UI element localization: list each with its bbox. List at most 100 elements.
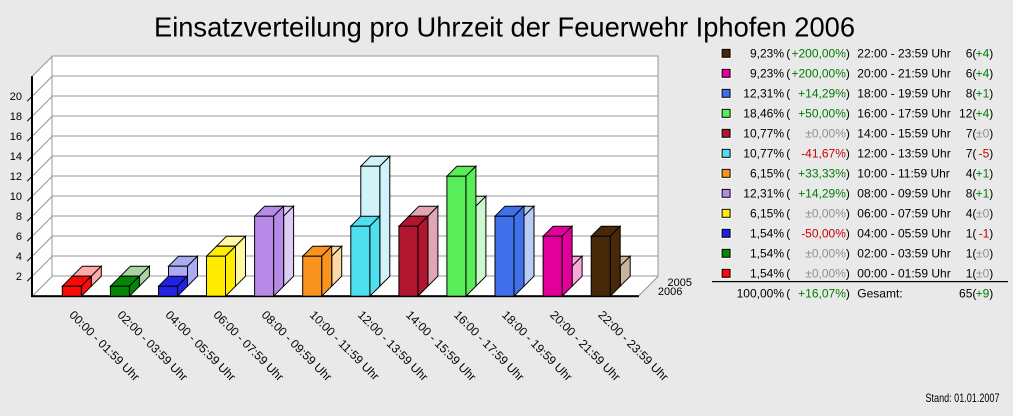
svg-text:6: 6 (966, 47, 973, 61)
svg-text:02:00 - 03:59 Uhr: 02:00 - 03:59 Uhr (857, 247, 950, 261)
svg-text:6,15%: 6,15% (750, 167, 784, 181)
svg-text:+4: +4 (976, 47, 990, 61)
svg-text:12,31%: 12,31% (743, 87, 784, 101)
svg-text:): ) (989, 227, 993, 241)
svg-text:(: ( (786, 107, 790, 121)
svg-text:10:00 - 11:59 Uhr: 10:00 - 11:59 Uhr (857, 167, 950, 181)
svg-text:): ) (846, 87, 850, 101)
svg-text:8: 8 (16, 211, 22, 223)
svg-text:1: 1 (966, 247, 973, 261)
svg-text:(: ( (972, 167, 976, 181)
svg-text:9,23%: 9,23% (750, 47, 784, 61)
svg-text:(: ( (972, 227, 976, 241)
svg-text:(: ( (786, 47, 790, 61)
svg-text:20: 20 (10, 91, 22, 103)
svg-text:(: ( (972, 207, 976, 221)
svg-text:(: ( (972, 107, 976, 121)
svg-text:+33,33%: +33,33% (798, 167, 846, 181)
svg-text:): ) (989, 107, 993, 121)
svg-text:(: ( (786, 87, 790, 101)
svg-text:14: 14 (10, 151, 22, 163)
svg-text:): ) (846, 187, 850, 201)
svg-text:22:00 - 23:59 Uhr: 22:00 - 23:59 Uhr (857, 47, 950, 61)
svg-text:2005: 2005 (668, 277, 692, 289)
svg-text:): ) (989, 127, 993, 141)
svg-text:Gesamt:: Gesamt: (857, 287, 902, 301)
svg-text:+200,00%: +200,00% (792, 47, 847, 61)
svg-text:+200,00%: +200,00% (792, 67, 847, 81)
svg-text:-41,67%: -41,67% (801, 147, 846, 161)
svg-text:): ) (989, 267, 993, 281)
svg-text:4: 4 (966, 207, 973, 221)
svg-text:(: ( (972, 267, 976, 281)
svg-text:(: ( (972, 287, 976, 301)
svg-text:): ) (846, 127, 850, 141)
svg-text:): ) (846, 267, 850, 281)
svg-text:18:00 - 19:59 Uhr: 18:00 - 19:59 Uhr (857, 87, 950, 101)
svg-text:±0: ±0 (976, 267, 990, 281)
svg-text:(: ( (786, 247, 790, 261)
svg-text:16:00 - 17:59 Uhr: 16:00 - 17:59 Uhr (857, 107, 950, 121)
svg-text:18,46%: 18,46% (743, 107, 784, 121)
svg-text:(: ( (972, 67, 976, 81)
svg-text:(: ( (972, 47, 976, 61)
svg-text:±0,00%: ±0,00% (805, 207, 846, 221)
svg-text:+1: +1 (976, 87, 990, 101)
svg-text:7: 7 (966, 147, 973, 161)
svg-text:): ) (989, 147, 993, 161)
svg-text:2006: 2006 (658, 286, 682, 298)
svg-text:8: 8 (966, 87, 973, 101)
svg-text:12: 12 (959, 107, 973, 121)
svg-text:±0: ±0 (976, 247, 990, 261)
svg-text:18: 18 (10, 111, 22, 123)
svg-text:(: ( (972, 147, 976, 161)
svg-text:): ) (846, 287, 850, 301)
svg-text:): ) (846, 167, 850, 181)
svg-text:6: 6 (966, 67, 973, 81)
svg-text:(: ( (786, 147, 790, 161)
svg-text:+1: +1 (976, 187, 990, 201)
svg-text:): ) (846, 147, 850, 161)
svg-text:): ) (989, 167, 993, 181)
svg-text:-1: -1 (979, 227, 990, 241)
svg-text:(: ( (786, 127, 790, 141)
svg-text:-5: -5 (979, 147, 990, 161)
svg-text:9,23%: 9,23% (750, 67, 784, 81)
svg-text:): ) (989, 67, 993, 81)
svg-text:): ) (846, 227, 850, 241)
svg-text:6: 6 (16, 231, 22, 243)
svg-text:1,54%: 1,54% (750, 247, 784, 261)
svg-text:1,54%: 1,54% (750, 267, 784, 281)
svg-text:7: 7 (966, 127, 973, 141)
svg-text:+9: +9 (976, 287, 990, 301)
svg-text:Stand: 01.01.2007: Stand: 01.01.2007 (926, 391, 1000, 405)
svg-text:2: 2 (16, 271, 22, 283)
svg-text:10: 10 (10, 191, 22, 203)
svg-text:): ) (989, 187, 993, 201)
svg-text:±0,00%: ±0,00% (805, 267, 846, 281)
svg-text:10,77%: 10,77% (743, 147, 784, 161)
svg-text:06:00 - 07:59 Uhr: 06:00 - 07:59 Uhr (857, 207, 950, 221)
svg-text:): ) (846, 47, 850, 61)
svg-text:(: ( (786, 167, 790, 181)
svg-text:20:00 - 21:59 Uhr: 20:00 - 21:59 Uhr (857, 67, 950, 81)
svg-text:4: 4 (16, 251, 22, 263)
svg-text:+16,07%: +16,07% (798, 287, 846, 301)
svg-text:±0: ±0 (976, 207, 990, 221)
svg-text:(: ( (786, 287, 790, 301)
svg-text:): ) (989, 287, 993, 301)
svg-text:65: 65 (959, 287, 973, 301)
svg-text:(: ( (786, 187, 790, 201)
svg-text:): ) (846, 247, 850, 261)
svg-text:1,54%: 1,54% (750, 227, 784, 241)
svg-text:+50,00%: +50,00% (798, 107, 846, 121)
svg-text:8: 8 (966, 187, 973, 201)
svg-text:±0,00%: ±0,00% (805, 247, 846, 261)
svg-text:10,77%: 10,77% (743, 127, 784, 141)
svg-text:6,15%: 6,15% (750, 207, 784, 221)
svg-text:12: 12 (10, 171, 22, 183)
svg-text:(: ( (786, 267, 790, 281)
svg-text:): ) (989, 87, 993, 101)
svg-text:+14,29%: +14,29% (798, 87, 846, 101)
svg-text:16: 16 (10, 131, 22, 143)
